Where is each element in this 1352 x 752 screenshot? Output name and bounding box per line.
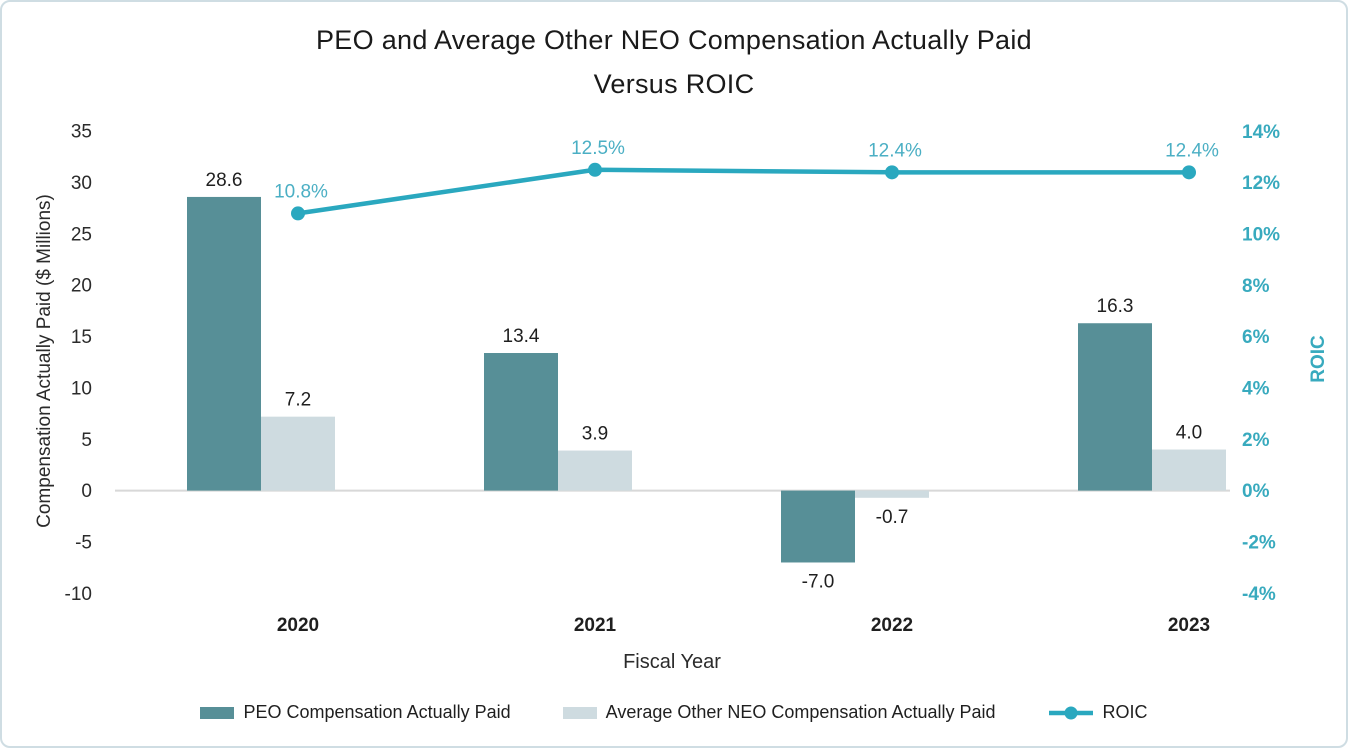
right-axis-tick--4%: -4% [1242,584,1276,605]
legend-label-neo: Average Other NEO Compensation Actually … [605,702,996,722]
legend-label-roic: ROIC [1102,702,1148,722]
roic-point-2021 [588,162,602,177]
right-axis-tick-2%: 2% [1242,430,1270,451]
right-axis-title: ROIC [1308,335,1329,383]
legend-item-neo: Average Other NEO Compensation Actually … [562,702,996,723]
left-axis-title: Compensation Actually Paid ($ Millions) [34,194,55,528]
bar-label-neo-2022: -0.7 [876,507,909,528]
bar-neo-2021 [558,450,632,491]
legend-item-roic: ROIC [1048,702,1148,723]
bar-peo-2022 [781,490,855,563]
roic-point-2023 [1182,165,1196,180]
bar-label-neo-2021: 3.9 [582,424,608,445]
x-axis-label-2022: 2022 [871,615,913,636]
left-axis-tick-20: 20 [71,276,92,297]
left-axis-tick-30: 30 [71,173,92,194]
left-axis-tick-25: 25 [71,224,92,245]
roic-data-label-2022: 12.4% [868,140,922,161]
right-axis-tick-10%: 10% [1242,224,1280,245]
neo-series-swatch-icon [562,706,597,719]
bar-label-neo-2020: 7.2 [285,390,311,411]
legend-item-peo: PEO Compensation Actually Paid [200,702,511,723]
legend: PEO Compensation Actually Paid Average O… [2,702,1346,723]
roic-data-label-2021: 12.5% [571,138,625,159]
chart-title-line2: Versus ROIC [593,69,755,99]
legend-label-peo: PEO Compensation Actually Paid [243,702,511,722]
roic-line [297,167,1189,216]
x-axis-label-2023: 2023 [1168,615,1210,636]
left-axis-tick-5: 5 [81,430,92,451]
bar-label-neo-2023: 4.0 [1176,423,1202,444]
bar-neo-2020 [261,416,335,491]
roic-data-label-2020: 10.8% [274,181,328,202]
right-axis-tick-8%: 8% [1242,276,1270,297]
bar-peo-2021 [484,353,558,491]
bar-label-peo-2022: -7.0 [802,571,835,592]
left-axis-tick-10: 10 [71,378,92,399]
peo-series-swatch-icon [200,706,235,719]
right-axis-tick-12%: 12% [1242,173,1280,194]
right-axis-tick-4%: 4% [1242,378,1270,399]
x-axis-label-2021: 2021 [574,615,617,636]
bar-label-peo-2023: 16.3 [1097,296,1134,317]
roic-line-marker-icon [1048,706,1093,719]
right-axis-tick--2%: -2% [1242,532,1276,553]
left-axis-tick-15: 15 [71,327,92,348]
bar-label-peo-2020: 28.6 [206,170,243,191]
bar-peo-2020 [187,196,261,491]
right-axis-tick-0%: 0% [1242,481,1270,502]
chart-title: PEO and Average Other NEO Compensation A… [2,18,1346,106]
bar-neo-2022 [855,490,929,498]
bar-neo-2023 [1152,449,1226,491]
left-axis-tick--5: -5 [75,532,92,553]
chart-title-line1: PEO and Average Other NEO Compensation A… [316,25,1032,55]
left-axis-tick--10: -10 [65,584,92,605]
bar-peo-2023 [1078,323,1152,491]
bar-label-peo-2021: 13.4 [503,326,540,347]
left-axis-tick-0: 0 [81,481,92,502]
left-axis-tick-35: 35 [71,122,92,143]
x-axis-label-2020: 2020 [277,615,319,636]
x-axis-title: Fiscal Year [623,651,721,673]
roic-point-2022 [885,165,899,180]
right-axis-tick-6%: 6% [1242,327,1270,348]
roic-data-label-2023: 12.4% [1165,140,1219,161]
roic-point-2020 [291,206,305,221]
right-axis-tick-14%: 14% [1242,122,1280,143]
